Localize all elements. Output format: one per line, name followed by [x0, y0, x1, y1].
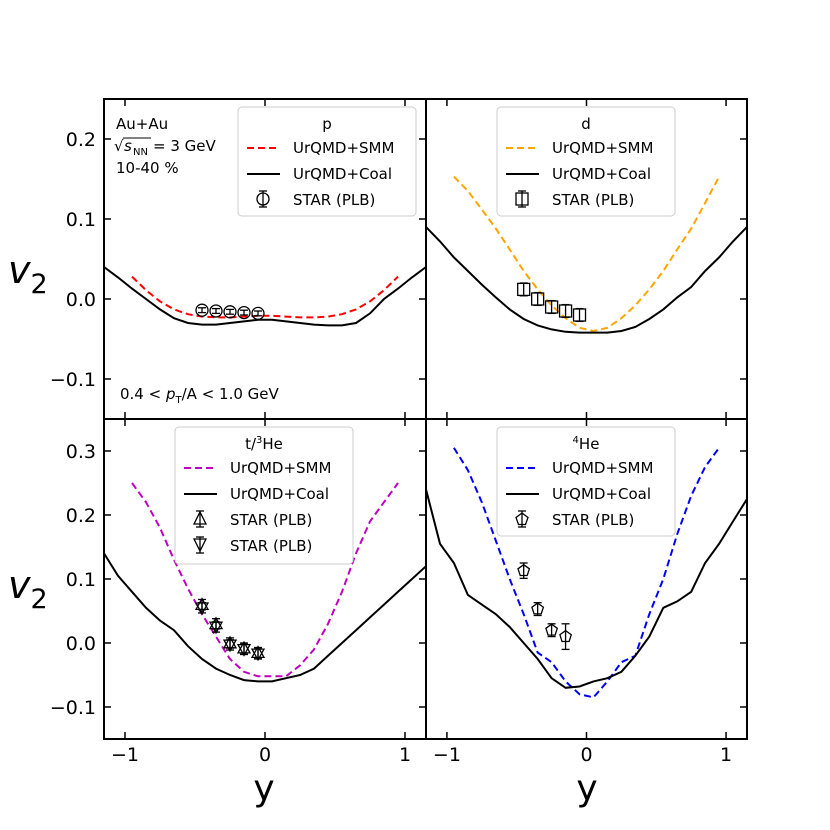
smm-curve — [131, 482, 399, 678]
legend-t-star-label-1: STAR (PLB) — [230, 511, 312, 529]
coal-curve — [104, 552, 426, 683]
star-data-point — [572, 307, 587, 323]
coal-curve — [104, 266, 426, 327]
star-data-point — [194, 602, 210, 616]
star-data-point — [236, 643, 252, 657]
legend-t-star-label-2: STAR (PLB) — [230, 537, 312, 555]
centrality-label: 10-40 % — [116, 159, 179, 177]
y-tick-label: 0.0 — [66, 633, 96, 655]
legend-t-title: t/3He — [245, 435, 283, 453]
panel-p-data — [104, 266, 426, 327]
coal-curve — [426, 226, 747, 334]
svg-text:√: √ — [114, 137, 124, 155]
legend-d-star-label: STAR (PLB) — [552, 191, 634, 209]
legend-t: t/3He UrQMD+SMM UrQMD+Coal STAR (PLB) ST… — [174, 426, 354, 565]
star-data-point — [237, 305, 251, 320]
legend-t-coal-label: UrQMD+Coal — [230, 485, 329, 503]
legend-he4-box — [496, 426, 676, 537]
legend-d-smm-label: UrQMD+SMM — [552, 139, 653, 157]
energy-label: √ s NN = 3 GeV — [114, 137, 217, 158]
legend-p-title: p — [322, 115, 332, 133]
star-data-point — [531, 602, 545, 617]
svg-text:NN: NN — [133, 147, 148, 158]
panel-he4-frame — [425, 418, 748, 740]
legend-d-coal-label: UrQMD+Coal — [552, 165, 651, 183]
legend-d: d UrQMD+SMM UrQMD+Coal STAR (PLB) — [496, 106, 676, 217]
svg-text:s: s — [124, 137, 132, 155]
x-axis-title-right: y — [576, 768, 597, 809]
legend-he4-star-marker — [515, 510, 529, 528]
legend-he4-star-label: STAR (PLB) — [552, 511, 634, 529]
legend-he4-title: 4He — [573, 435, 600, 453]
star-data-point — [545, 623, 559, 638]
legend-he4-smm-label: UrQMD+SMM — [552, 459, 653, 477]
star-data-point — [222, 639, 238, 653]
y-axis-title-top: v2 — [8, 248, 48, 300]
star-data-point — [250, 648, 266, 662]
legend-p-smm-label: UrQMD+SMM — [293, 139, 394, 157]
star-data-point — [531, 291, 545, 307]
star-data-point — [559, 623, 573, 651]
smm-curve — [131, 275, 399, 319]
legend-t-box — [174, 426, 354, 565]
star-data-point — [209, 304, 223, 318]
x-tick-label: 0 — [580, 744, 592, 766]
star-data-point — [223, 305, 237, 319]
legend-d-title: d — [581, 115, 591, 133]
y-axis-title-bottom: v2 — [8, 563, 48, 615]
y-tick-label: 0.0 — [66, 289, 96, 311]
y-tick-label: −0.1 — [50, 697, 96, 719]
smm-curve — [453, 447, 720, 699]
legend-he4-coal-label: UrQMD+Coal — [552, 485, 651, 503]
y-tick-label: 0.1 — [66, 569, 96, 591]
legend-p-box — [237, 106, 417, 217]
star-data-point — [251, 306, 265, 321]
x-tick-label: −1 — [433, 744, 461, 766]
x-tick-label: 0 — [259, 744, 271, 766]
legend-p-star-label: STAR (PLB) — [293, 191, 375, 209]
x-axis-title-left: y — [253, 768, 274, 809]
y-tick-label: 0.2 — [66, 505, 96, 527]
y-tick-label: 0.3 — [66, 441, 96, 463]
pt-cut-label: 0.4 < pT/A < 1.0 GeV — [120, 385, 280, 406]
svg-text:= 3 GeV: = 3 GeV — [153, 137, 217, 155]
coal-curve — [426, 489, 747, 689]
legend-t-star-marker-down — [192, 536, 208, 554]
panel-d-data — [426, 175, 747, 334]
star-data-point — [544, 299, 559, 315]
axis-ticks: −0.1 0.0 0.1 0.2 −0.1 0.0 0.1 0.2 0.3 −1 0 1 −1 0 1 — [50, 99, 747, 766]
star-data-point — [208, 621, 224, 635]
smm-curve — [453, 175, 720, 333]
panel-he4-data — [426, 447, 747, 699]
y-tick-label: −0.1 — [50, 369, 96, 391]
x-tick-label: −1 — [111, 744, 139, 766]
star-data-point — [195, 303, 209, 317]
panel-t-data — [104, 482, 426, 683]
legend-d-star-marker — [515, 190, 529, 208]
legend-d-box — [496, 106, 676, 217]
legend-t-star-marker-up — [192, 510, 208, 528]
legend-t-smm-label: UrQMD+SMM — [230, 459, 331, 477]
legend-he4: 4He UrQMD+SMM UrQMD+Coal STAR (PLB) — [496, 426, 676, 537]
legend-p-coal-label: UrQMD+Coal — [293, 165, 392, 183]
system-label: Au+Au — [116, 115, 168, 133]
y-tick-label: 0.1 — [66, 209, 96, 231]
legend-p: p UrQMD+SMM UrQMD+Coal STAR (PLB) — [237, 106, 417, 217]
x-tick-label: 1 — [399, 744, 411, 766]
x-tick-label: 1 — [720, 744, 732, 766]
star-data-point — [558, 303, 573, 319]
legend-p-star-marker — [256, 190, 270, 208]
star-data-point — [517, 562, 531, 580]
y-tick-label: 0.2 — [66, 129, 96, 151]
star-data-point — [517, 282, 531, 297]
